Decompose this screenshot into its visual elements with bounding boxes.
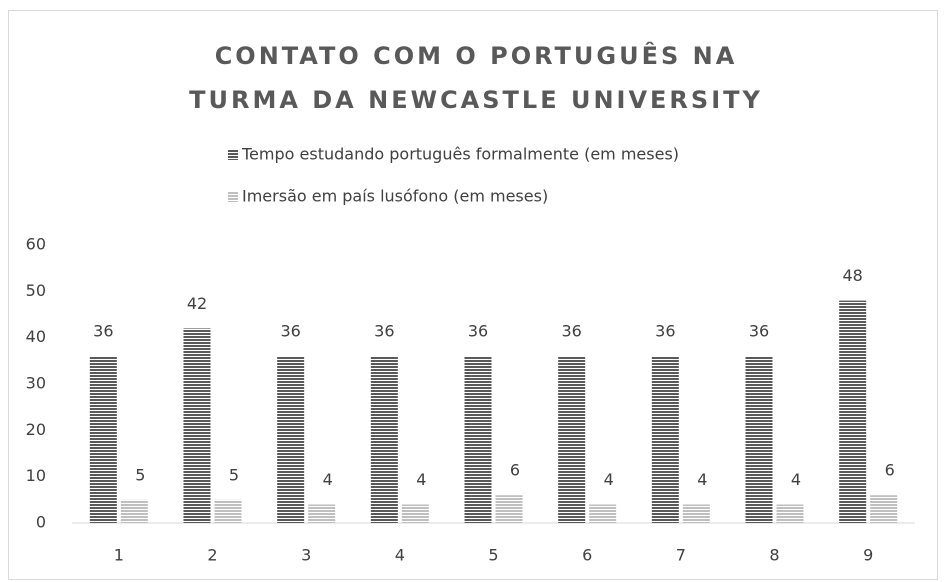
x-tick-label: 8 (769, 546, 779, 565)
data-label: 4 (323, 470, 333, 489)
bar (558, 356, 586, 523)
chart-title: CONTATO COM O PORTUGUÊS NA TURMA DA NEWC… (189, 42, 763, 114)
x-tick-label: 1 (114, 546, 124, 565)
data-label: 4 (416, 470, 426, 489)
bar (776, 504, 804, 523)
y-tick-label: 10 (26, 466, 46, 485)
bar (120, 499, 148, 523)
bar (401, 504, 429, 523)
bar (745, 356, 773, 523)
data-label: 36 (655, 322, 675, 341)
x-tick-label: 6 (582, 546, 592, 565)
y-tick-label: 40 (26, 327, 46, 346)
x-tick-label: 5 (488, 546, 498, 565)
data-label: 36 (749, 322, 769, 341)
bar (682, 504, 710, 523)
data-label: 36 (561, 322, 581, 341)
data-label: 36 (468, 322, 488, 341)
data-label: 4 (791, 470, 801, 489)
x-tick-label: 7 (676, 546, 686, 565)
data-label: 36 (374, 322, 394, 341)
bar (495, 495, 523, 523)
x-tick-label: 2 (207, 546, 217, 565)
data-label: 6 (885, 461, 895, 480)
chart-frame (8, 10, 938, 580)
bar (839, 300, 867, 523)
data-label: 48 (842, 266, 862, 285)
x-tick-label: 3 (301, 546, 311, 565)
legend-swatch (228, 150, 238, 160)
y-tick-label: 30 (26, 374, 46, 393)
data-label: 36 (93, 322, 113, 341)
y-tick-label: 50 (26, 281, 46, 300)
legend-label: Tempo estudando português formalmente (e… (241, 145, 679, 164)
x-tick-label: 9 (863, 546, 873, 565)
y-tick-label: 60 (26, 235, 46, 254)
bar (214, 499, 242, 523)
data-label: 4 (604, 470, 614, 489)
data-label: 5 (229, 465, 239, 484)
bar (370, 356, 398, 523)
bar (183, 328, 211, 523)
data-label: 6 (510, 461, 520, 480)
y-tick-label: 20 (26, 420, 46, 439)
legend-swatch (228, 192, 238, 202)
data-label: 4 (697, 470, 707, 489)
data-label: 42 (187, 294, 207, 313)
bar (651, 356, 679, 523)
bar (464, 356, 492, 523)
y-tick-label: 0 (36, 513, 46, 532)
x-tick-label: 4 (395, 546, 405, 565)
bar (308, 504, 336, 523)
bar (89, 356, 117, 523)
data-label: 5 (135, 465, 145, 484)
bar (870, 495, 898, 523)
bar (277, 356, 305, 523)
legend-label: Imersão em país lusófono (em meses) (242, 187, 548, 206)
data-label: 36 (280, 322, 300, 341)
bar (589, 504, 617, 523)
